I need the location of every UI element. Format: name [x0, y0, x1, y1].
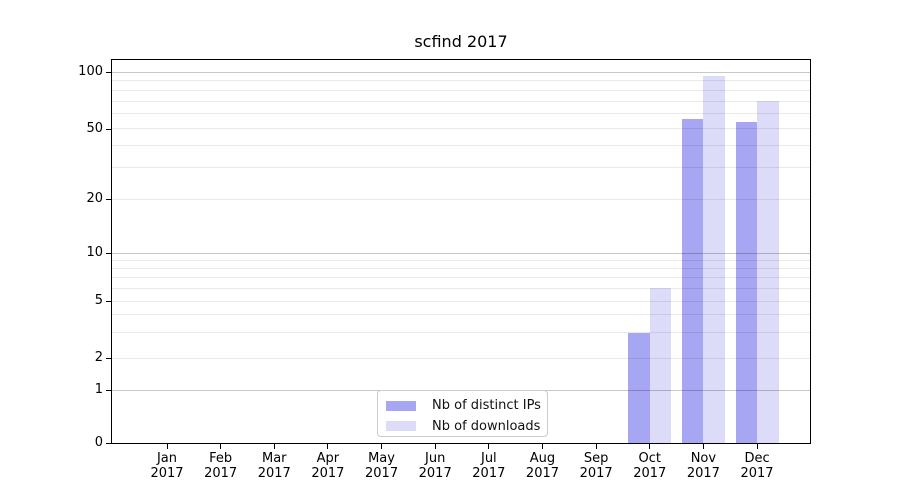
y-tick-label-50: 50: [86, 120, 103, 136]
y-tick-label-0: 0: [94, 435, 103, 450]
minor-gridline-50: [112, 128, 810, 129]
x-tick-label-aug: Aug 2017: [525, 451, 560, 481]
legend-swatch-downloads: [386, 421, 416, 432]
legend-item-distinct-ips: Nb of distinct IPs: [386, 396, 547, 416]
minor-gridline-80: [112, 89, 810, 91]
plot-area: Nb of distinct IPs Nb of downloads: [111, 59, 811, 444]
y-tick-label-100: 100: [78, 64, 103, 79]
x-tick-mark-apr: [327, 444, 329, 449]
legend-label-downloads: Nb of downloads: [432, 418, 541, 434]
x-tick-label-feb: Feb 2017: [204, 451, 238, 481]
minor-gridline-70: [112, 100, 810, 102]
minor-gridline-6: [112, 287, 810, 289]
minor-gridline-3: [112, 332, 810, 334]
x-tick-label-jul: Jul 2017: [472, 451, 506, 481]
y-tick-label-10: 10: [86, 245, 103, 260]
x-tick-label-jun: Jun 2017: [418, 451, 452, 481]
minor-gridline-8: [112, 267, 810, 269]
y-axis-labels: 0 1 2 5 10 20 50 100: [0, 0, 103, 500]
y-tick-mark-5: [106, 301, 112, 302]
x-tick-mark-jan: [166, 444, 168, 449]
x-tick-mark-aug: [541, 444, 543, 449]
y-tick-mark-100: [106, 72, 112, 73]
x-tick-mark-feb: [220, 444, 222, 449]
grid-layer: [112, 60, 810, 443]
bar-downloads-dec: [757, 101, 779, 443]
bars-layer: [112, 60, 810, 443]
x-tick-mark-nov: [702, 444, 704, 449]
legend-label-distinct-ips: Nb of distinct IPs: [432, 398, 541, 414]
legend: Nb of distinct IPs Nb of downloads: [377, 390, 548, 437]
bar-distinct-ips-dec: [735, 122, 758, 443]
bar-downloads-oct: [649, 288, 672, 443]
x-tick-mark-dec: [756, 444, 758, 449]
minor-gridline-5: [112, 300, 810, 302]
major-gridline-10: [112, 252, 810, 254]
x-tick-mark-jun: [434, 444, 436, 449]
y-tick-mark-20: [106, 199, 112, 200]
bar-downloads-nov: [703, 76, 725, 443]
x-tick-mark-oct: [649, 444, 651, 449]
minor-gridline-40: [112, 145, 810, 147]
x-tick-label-apr: Apr 2017: [311, 451, 345, 481]
y-tick-mark-1: [106, 390, 112, 391]
minor-gridline-20: [112, 198, 810, 200]
legend-swatch-distinct-ips: [386, 400, 416, 411]
x-tick-mark-mar: [273, 444, 275, 449]
minor-gridline-60: [112, 113, 810, 115]
chart-title: scfind 2017: [414, 32, 508, 51]
x-tick-label-may: May 2017: [365, 451, 399, 481]
x-tick-label-dec: Dec 2017: [740, 451, 774, 481]
minor-gridline-30: [112, 167, 810, 169]
minor-gridline-2: [112, 357, 810, 359]
x-tick-label-mar: Mar 2017: [257, 451, 291, 481]
legend-item-downloads: Nb of downloads: [386, 417, 547, 437]
x-tick-label-nov: Nov 2017: [686, 451, 720, 481]
y-tick-mark-2: [106, 358, 112, 359]
y-tick-mark-50: [106, 128, 112, 130]
major-gridline-100: [112, 71, 810, 73]
bar-distinct-ips-nov: [681, 119, 704, 443]
x-tick-mark-may: [381, 444, 383, 449]
minor-gridline-4: [112, 314, 810, 316]
minor-gridline-7: [112, 277, 810, 279]
minor-gridline-9: [112, 259, 810, 261]
y-tick-label-20: 20: [86, 191, 103, 206]
x-tick-label-oct: Oct 2017: [633, 451, 667, 481]
y-tick-label-2: 2: [94, 350, 103, 365]
x-tick-mark-sep: [595, 444, 597, 449]
x-tick-mark-jul: [488, 444, 490, 449]
minor-gridline-90: [112, 80, 810, 82]
y-tick-mark-0: [106, 443, 112, 444]
y-tick-mark-10: [106, 253, 112, 254]
y-tick-label-5: 5: [94, 293, 103, 308]
y-tick-label-1: 1: [94, 382, 103, 397]
bar-distinct-ips-oct: [628, 332, 650, 443]
x-tick-label-sep: Sep 2017: [579, 451, 613, 481]
x-tick-label-jan: Jan 2017: [150, 451, 184, 481]
